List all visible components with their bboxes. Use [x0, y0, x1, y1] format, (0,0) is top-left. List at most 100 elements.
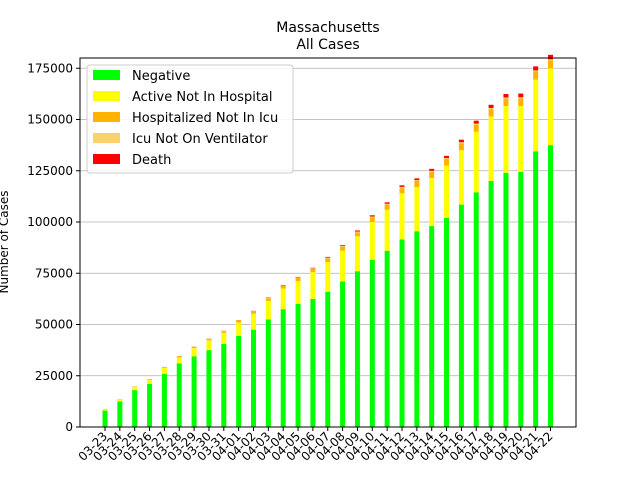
bar-segment: [310, 267, 316, 269]
bar-segment: [176, 356, 182, 358]
legend-swatch: [93, 112, 120, 122]
bar-segment: [503, 98, 509, 107]
bar-segment: [147, 379, 153, 380]
bar-segment: [384, 202, 390, 204]
bar-segment: [295, 277, 301, 278]
bar-segment: [280, 309, 286, 427]
bar-segment: [340, 246, 346, 247]
legend-label: Active Not In Hospital: [132, 90, 273, 105]
bar-segment: [310, 268, 316, 269]
bar-segment: [444, 158, 450, 160]
bar-segment: [102, 410, 108, 427]
bar-segment: [414, 187, 420, 232]
bar-segment: [488, 107, 494, 110]
bar-segment: [473, 131, 479, 193]
chart-subtitle: All Cases: [296, 37, 359, 53]
bar-segment: [488, 181, 494, 427]
bar-segment: [325, 257, 331, 259]
bar-segment: [458, 204, 464, 427]
bar-segment: [310, 298, 316, 427]
bar-segment: [191, 356, 197, 427]
bar-segment: [444, 165, 450, 218]
bar-segment: [340, 281, 346, 427]
bar-segment: [488, 104, 494, 108]
bar-segment: [429, 171, 435, 178]
bar-segment: [473, 124, 479, 132]
bar-segment: [340, 250, 346, 282]
bar-segment: [503, 97, 509, 99]
bar-segment: [132, 387, 138, 391]
bar-segment: [310, 268, 316, 273]
bar-segment: [444, 217, 450, 427]
bar-segment: [503, 106, 509, 173]
legend-label: Hospitalized Not In Icu: [132, 111, 278, 126]
bar-segment: [236, 335, 242, 427]
bar-segment: [503, 94, 509, 98]
bar-segment: [369, 222, 375, 260]
bar-segment: [310, 272, 316, 299]
bar-segment: [280, 288, 286, 310]
bar-segment: [444, 159, 450, 166]
bar-segment: [458, 143, 464, 151]
x-axis: 03-2303-2403-2503-2603-2703-2803-2903-30…: [76, 427, 556, 464]
bar-segment: [295, 281, 301, 304]
bar-segment: [325, 261, 331, 292]
bar-segment: [325, 291, 331, 427]
bar-segment: [161, 373, 167, 427]
bar-segment: [325, 256, 331, 258]
bars: [102, 54, 553, 427]
bar-segment: [236, 322, 242, 336]
bar-segment: [191, 348, 197, 357]
bar-segment: [518, 93, 524, 98]
y-axis-label: Number of Cases: [0, 190, 11, 293]
bar-segment: [488, 109, 494, 117]
bar-segment: [414, 178, 420, 181]
bar-segment: [117, 399, 123, 402]
bar-segment: [473, 120, 479, 124]
bar-segment: [548, 60, 553, 69]
bar-segment: [176, 363, 182, 427]
legend-label: Icu Not On Ventilator: [132, 132, 268, 147]
bar-segment: [236, 320, 242, 323]
chart-title: Massachusetts: [276, 20, 379, 36]
bar-segment: [548, 54, 553, 60]
bar-segment: [340, 246, 346, 251]
bar-segment: [191, 346, 197, 349]
bar-segment: [221, 332, 227, 344]
bar-segment: [147, 383, 153, 427]
bar-segment: [399, 187, 405, 194]
y-tick-label: 100000: [27, 215, 73, 229]
bar-segment: [533, 70, 539, 72]
bar-segment: [473, 192, 479, 427]
y-tick-label: 125000: [27, 164, 73, 178]
legend-label: Death: [132, 153, 171, 168]
legend-box: [86, 64, 294, 174]
bar-segment: [429, 170, 435, 172]
bar-segment: [251, 329, 256, 427]
bar-segment: [384, 203, 390, 205]
bar-segment: [221, 331, 227, 333]
bar-segment: [132, 390, 138, 427]
bar-segment: [117, 401, 123, 427]
bar-segment: [548, 59, 553, 61]
legend-swatch: [93, 91, 120, 101]
bar-segment: [384, 209, 390, 251]
y-tick-label: 75000: [35, 266, 73, 280]
bar-segment: [340, 245, 346, 247]
bar-segment: [354, 231, 360, 233]
bar-segment: [414, 231, 420, 427]
bar-segment: [518, 98, 524, 107]
bar-segment: [518, 171, 524, 427]
bar-segment: [295, 277, 301, 282]
bar-segment: [206, 350, 212, 427]
bar-segment: [384, 204, 390, 210]
bar-segment: [548, 68, 553, 146]
bar-segment: [176, 357, 182, 364]
bar-segment: [161, 367, 167, 374]
y-tick-label: 25000: [35, 369, 73, 383]
y-tick-label: 175000: [27, 61, 73, 75]
bar-segment: [458, 150, 464, 205]
legend-swatch: [93, 70, 120, 80]
bar-segment: [533, 79, 539, 152]
